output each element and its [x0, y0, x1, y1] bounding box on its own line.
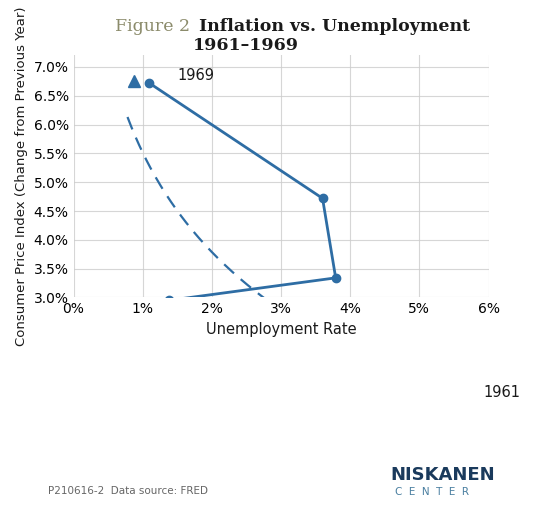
Text: NISKANEN: NISKANEN	[391, 466, 495, 484]
Text: 1969: 1969	[177, 68, 214, 83]
Y-axis label: Consumer Price Index (Change from Previous Year): Consumer Price Index (Change from Previo…	[15, 7, 28, 346]
Text: Inflation vs. Unemployment
1961–1969: Inflation vs. Unemployment 1961–1969	[193, 18, 470, 54]
Text: 1961: 1961	[483, 385, 520, 399]
X-axis label: Unemployment Rate: Unemployment Rate	[206, 322, 356, 337]
Text: C  E  N  T  E  R: C E N T E R	[395, 487, 469, 497]
Text: P210616‑2  Data source: FRED: P210616‑2 Data source: FRED	[48, 486, 208, 496]
Text: Figure 2: Figure 2	[115, 18, 190, 35]
